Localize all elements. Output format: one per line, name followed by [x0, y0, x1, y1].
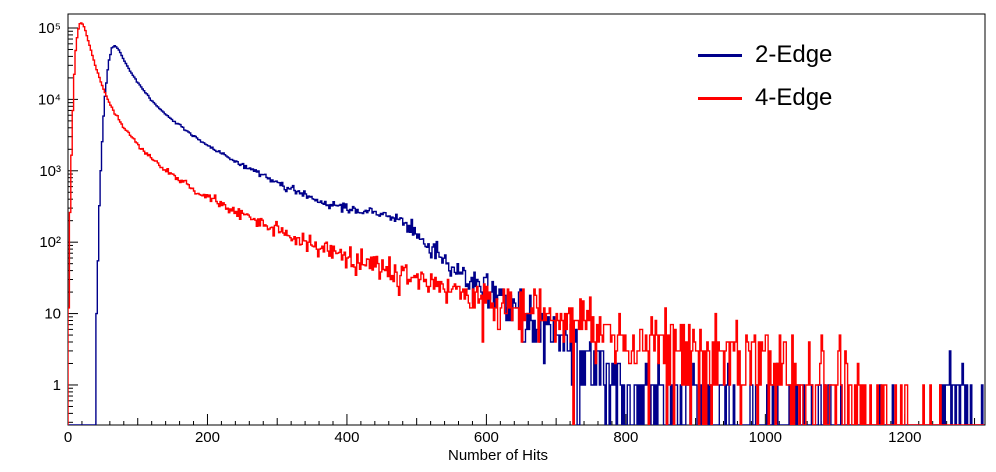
x-tick-label: 1000	[749, 429, 782, 446]
series-trace-4-edge	[68, 22, 985, 425]
legend: 2-Edge 4-Edge	[698, 40, 832, 113]
legend-item-4-edge: 4-Edge	[698, 83, 832, 113]
x-axis-title: Number of Hits	[447, 447, 549, 464]
y-tick-label: 10²	[39, 234, 61, 251]
y-tick-label: 10³	[39, 163, 61, 180]
y-tick-label: 1	[53, 377, 61, 394]
series-trace-2-edge	[68, 45, 985, 425]
4-edge-line-sample	[698, 96, 742, 100]
x-tick-label: 200	[195, 429, 220, 446]
x-tick-label: 400	[334, 429, 359, 446]
legend-label-4-edge: 4-Edge	[755, 84, 833, 111]
x-tick-label: 1200	[888, 429, 921, 446]
legend-item-2-edge: 2-Edge	[698, 40, 832, 70]
x-tick-label: 0	[64, 429, 72, 446]
y-tick-label: 10	[44, 306, 61, 323]
legend-label-2-edge: 2-Edge	[755, 41, 833, 68]
y-tick-label: 10⁵	[38, 20, 61, 37]
2-edge-line-sample	[698, 53, 742, 57]
y-tick-label: 10⁴	[38, 91, 61, 108]
plot-frame	[67, 13, 986, 426]
x-tick-label: 600	[474, 429, 499, 446]
x-tick-label: 800	[613, 429, 638, 446]
